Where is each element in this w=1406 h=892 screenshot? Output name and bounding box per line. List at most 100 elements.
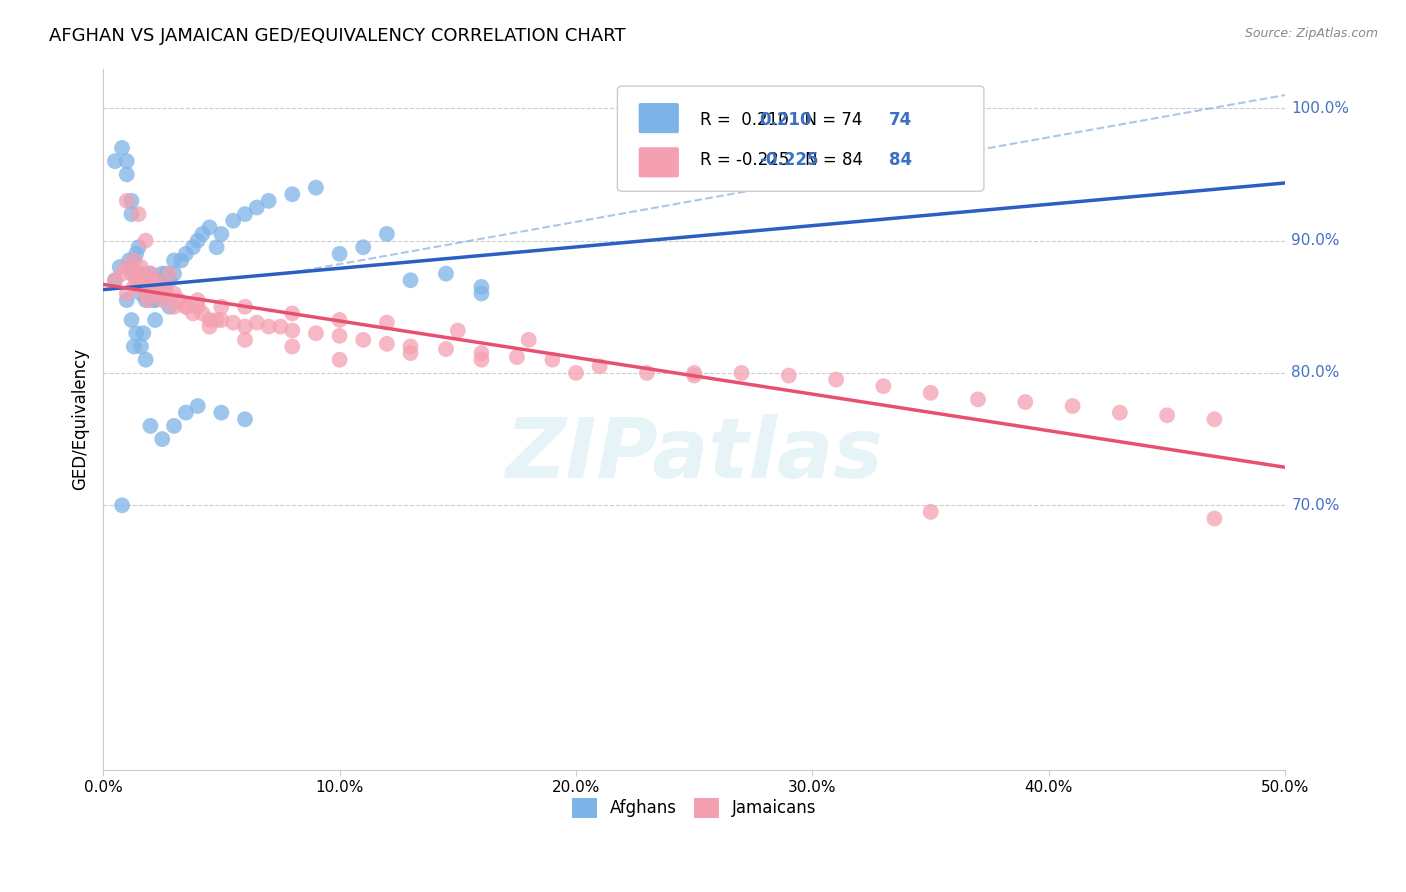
Point bbox=[139, 418, 162, 433]
Point bbox=[375, 316, 398, 330]
Point bbox=[157, 267, 180, 281]
Point bbox=[920, 505, 942, 519]
Point bbox=[198, 313, 221, 327]
Point bbox=[281, 339, 304, 353]
Text: 90.0%: 90.0% bbox=[1291, 233, 1340, 248]
Point bbox=[187, 399, 209, 413]
Point bbox=[125, 326, 148, 341]
Point bbox=[156, 267, 179, 281]
Text: 100.0%: 100.0% bbox=[1291, 101, 1350, 116]
Point bbox=[305, 326, 328, 341]
Point bbox=[135, 286, 157, 301]
Point bbox=[122, 253, 145, 268]
Point bbox=[129, 260, 152, 274]
Point bbox=[139, 267, 162, 281]
Text: 80.0%: 80.0% bbox=[1291, 366, 1340, 380]
Point bbox=[143, 280, 166, 294]
Point bbox=[157, 273, 180, 287]
Point bbox=[163, 300, 186, 314]
Point bbox=[209, 406, 232, 420]
Text: R = -0.225   N = 84: R = -0.225 N = 84 bbox=[700, 152, 863, 169]
Point bbox=[150, 293, 173, 307]
Point bbox=[305, 180, 328, 194]
Point bbox=[121, 194, 143, 208]
Point bbox=[191, 306, 214, 320]
Point bbox=[470, 280, 492, 294]
Point bbox=[122, 253, 145, 268]
Text: 84: 84 bbox=[890, 152, 912, 169]
Text: 70.0%: 70.0% bbox=[1291, 498, 1340, 513]
Point bbox=[142, 293, 165, 307]
Point bbox=[920, 385, 942, 400]
Point bbox=[135, 234, 157, 248]
Point bbox=[174, 406, 197, 420]
Point bbox=[128, 267, 150, 281]
Point bbox=[352, 333, 374, 347]
Point bbox=[174, 300, 197, 314]
Point bbox=[104, 273, 127, 287]
Point bbox=[150, 280, 173, 294]
Point bbox=[209, 300, 232, 314]
Point bbox=[399, 273, 422, 287]
Point bbox=[246, 201, 269, 215]
Point bbox=[118, 253, 141, 268]
Point bbox=[128, 207, 150, 221]
Point bbox=[187, 234, 209, 248]
Point bbox=[191, 227, 214, 241]
Point bbox=[565, 366, 588, 380]
Point bbox=[399, 346, 422, 360]
Point bbox=[143, 293, 166, 307]
Point bbox=[111, 267, 134, 281]
Point bbox=[125, 267, 148, 281]
Point bbox=[104, 154, 127, 169]
Point bbox=[730, 366, 752, 380]
Point bbox=[139, 280, 162, 294]
Point bbox=[128, 240, 150, 254]
Point bbox=[205, 240, 228, 254]
Text: Source: ZipAtlas.com: Source: ZipAtlas.com bbox=[1244, 27, 1378, 40]
Point bbox=[541, 352, 564, 367]
Point bbox=[136, 286, 159, 301]
Point bbox=[135, 273, 157, 287]
Point bbox=[434, 342, 457, 356]
Point bbox=[198, 220, 221, 235]
Point bbox=[246, 316, 269, 330]
Point bbox=[447, 324, 470, 338]
Point bbox=[198, 319, 221, 334]
Point bbox=[170, 253, 193, 268]
Point bbox=[157, 300, 180, 314]
Point bbox=[187, 293, 209, 307]
Point bbox=[205, 313, 228, 327]
Point bbox=[163, 286, 186, 301]
Point bbox=[163, 267, 186, 281]
Point bbox=[129, 273, 152, 287]
Point bbox=[115, 286, 138, 301]
Point bbox=[872, 379, 894, 393]
Point bbox=[506, 350, 529, 364]
Point bbox=[143, 273, 166, 287]
Point bbox=[233, 319, 256, 334]
Point bbox=[115, 293, 138, 307]
Point bbox=[281, 324, 304, 338]
Point bbox=[150, 432, 173, 446]
Point bbox=[121, 267, 143, 281]
Point bbox=[163, 418, 186, 433]
Point bbox=[683, 368, 706, 383]
Point bbox=[146, 286, 169, 301]
Point bbox=[375, 227, 398, 241]
Point bbox=[132, 280, 155, 294]
Point bbox=[132, 273, 155, 287]
Text: R =  0.210   N = 74: R = 0.210 N = 74 bbox=[700, 111, 862, 129]
Point bbox=[174, 300, 197, 314]
Point bbox=[128, 273, 150, 287]
Point bbox=[104, 273, 127, 287]
Point bbox=[233, 412, 256, 426]
Legend: Afghans, Jamaicans: Afghans, Jamaicans bbox=[565, 791, 824, 825]
Point bbox=[589, 359, 612, 374]
Point bbox=[121, 207, 143, 221]
Point bbox=[129, 339, 152, 353]
Point bbox=[352, 240, 374, 254]
Point bbox=[115, 154, 138, 169]
Point bbox=[1014, 395, 1036, 409]
Point bbox=[470, 286, 492, 301]
